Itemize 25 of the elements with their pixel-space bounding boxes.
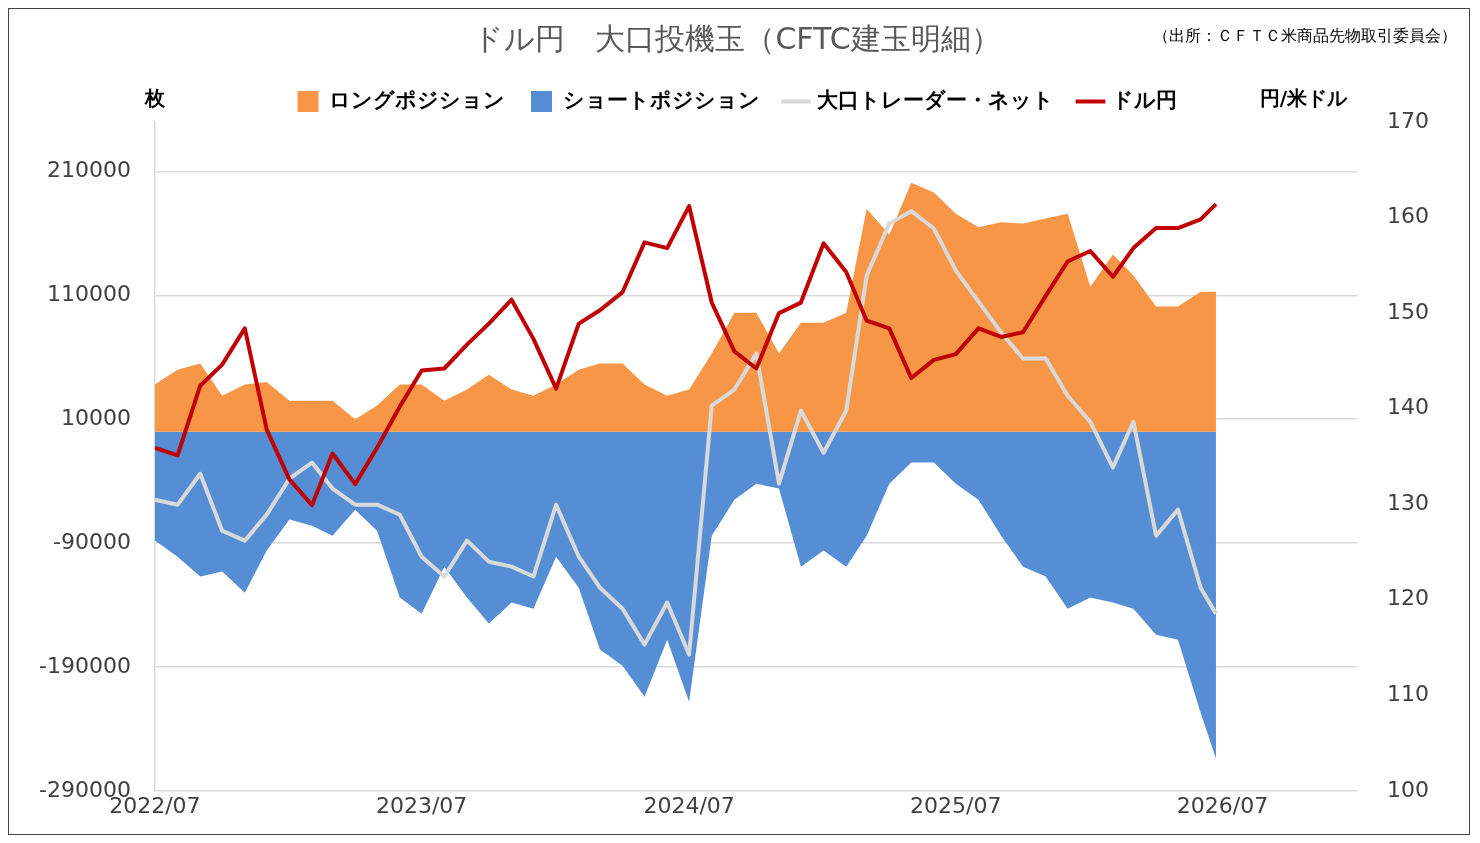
x-tick-label: 2025/07 bbox=[910, 792, 1002, 818]
y-axis-title: 枚 bbox=[144, 86, 166, 111]
x-tick-label: 2026/07 bbox=[1176, 792, 1269, 818]
y-tick-label: 210000 bbox=[46, 157, 131, 183]
y-tick-label: -190000 bbox=[39, 652, 131, 678]
y2-tick-label: 100 bbox=[1387, 776, 1430, 802]
y2-tick-label: 160 bbox=[1387, 203, 1430, 229]
y2-tick-label: 110 bbox=[1387, 680, 1430, 706]
legend-label: ショートポジション bbox=[562, 87, 760, 112]
legend-label: ロングポジション bbox=[329, 87, 505, 112]
y2-tick-label: 120 bbox=[1387, 585, 1430, 611]
text: （出所：ＣＦＴＣ米商品先物取引委員会） bbox=[1153, 26, 1457, 46]
y2-tick-label: 140 bbox=[1387, 394, 1430, 420]
legend-label: 大口トレーダー・ネット bbox=[817, 87, 1054, 112]
y2-tick-label: 130 bbox=[1387, 489, 1430, 515]
y2-axis-title: 円/米ドル bbox=[1259, 86, 1348, 111]
y2-tick-label: 150 bbox=[1387, 298, 1430, 324]
chart-title: ドル円 大口投機玉（CFTC建玉明細） bbox=[473, 20, 1001, 56]
x-tick-label: 2024/07 bbox=[643, 792, 735, 818]
legend-label: ドル円 bbox=[1111, 87, 1177, 112]
y-tick-label: -90000 bbox=[52, 528, 131, 554]
y-tick-label: 10000 bbox=[60, 404, 131, 430]
x-tick-label: 2023/07 bbox=[375, 792, 468, 818]
y-tick-label: 110000 bbox=[46, 281, 131, 307]
y2-tick-label: 170 bbox=[1387, 107, 1430, 133]
